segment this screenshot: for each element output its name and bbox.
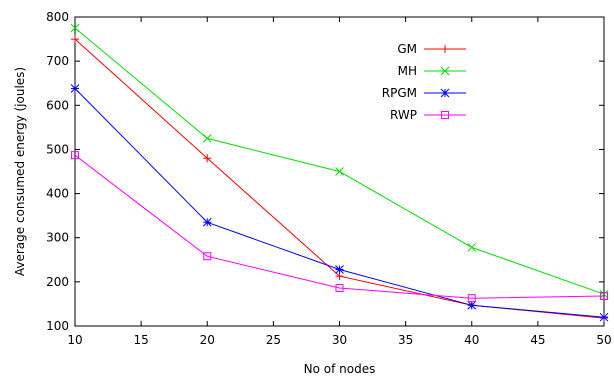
y-axis: 100 200 300 400 500 600 700 800: [46, 10, 604, 333]
series-gm-point: [203, 154, 212, 163]
legend-marker-mh: [440, 66, 450, 76]
series-rwp-point: [467, 294, 476, 303]
series-rpgm-point: [599, 312, 609, 322]
legend-label-rpgm: RPGM: [382, 86, 417, 100]
legend-marker-rpgm: [440, 88, 450, 98]
legend-label-rwp: RWP: [390, 108, 417, 122]
series-rpgm: [70, 84, 609, 322]
series-mh-point: [335, 167, 344, 176]
series-rwp-line: [74, 154, 605, 299]
series-mh-point: [202, 134, 212, 143]
legend-marker-rwp: [441, 111, 449, 119]
series-rpgm-point: [202, 217, 212, 227]
legend-item-gm: GM: [397, 42, 466, 56]
x-tick-label: 20: [200, 333, 215, 347]
series-mh-line: [74, 27, 605, 295]
series-layer: [70, 23, 609, 323]
y-tick-label: 300: [46, 231, 69, 245]
x-tick-label: 35: [398, 333, 413, 347]
x-tick-label: 30: [332, 333, 347, 347]
x-tick-label: 50: [596, 333, 611, 347]
y-tick-label: 800: [46, 10, 69, 24]
legend-marker-gm: [441, 45, 449, 53]
series-rpgm-point: [70, 84, 80, 93]
x-axis-title: No of nodes: [304, 362, 376, 376]
series-mh-point: [467, 243, 477, 252]
series-rpgm-point: [467, 300, 477, 310]
legend: GM MH RPGM RWP: [382, 42, 466, 122]
series-rwp-point: [600, 291, 608, 300]
y-axis-title: Average consumed energy (joules): [13, 67, 27, 276]
legend-item-mh: MH: [398, 64, 466, 78]
series-rwp: [71, 151, 608, 303]
legend-item-rwp: RWP: [390, 108, 466, 122]
x-tick-label: 25: [266, 333, 281, 347]
legend-label-mh: MH: [398, 64, 417, 78]
series-rpgm-point: [335, 265, 344, 274]
y-tick-label: 400: [46, 187, 69, 201]
series-rwp-point: [71, 151, 79, 160]
legend-label-gm: GM: [397, 42, 417, 56]
y-tick-label: 200: [46, 275, 69, 289]
y-tick-label: 500: [46, 142, 69, 156]
series-mh-point: [599, 289, 609, 299]
legend-item-rpgm: RPGM: [382, 86, 466, 100]
series-gm-point: [71, 35, 79, 44]
y-tick-label: 100: [46, 319, 69, 333]
series-gm: [71, 35, 608, 323]
series-rwp-point: [203, 252, 212, 261]
y-tick-label: 600: [46, 98, 69, 112]
series-rpgm-line: [74, 88, 605, 318]
x-tick-label: 10: [67, 333, 82, 347]
series-mh-point: [70, 23, 80, 33]
x-tick-label: 45: [530, 333, 545, 347]
x-axis: 10 15 20 25 30 35 40 45 50: [67, 17, 612, 347]
x-tick-label: 15: [133, 333, 148, 347]
series-rwp-point: [335, 284, 344, 293]
series-mh: [70, 23, 609, 299]
y-tick-label: 700: [46, 54, 69, 68]
x-tick-label: 40: [464, 333, 479, 347]
